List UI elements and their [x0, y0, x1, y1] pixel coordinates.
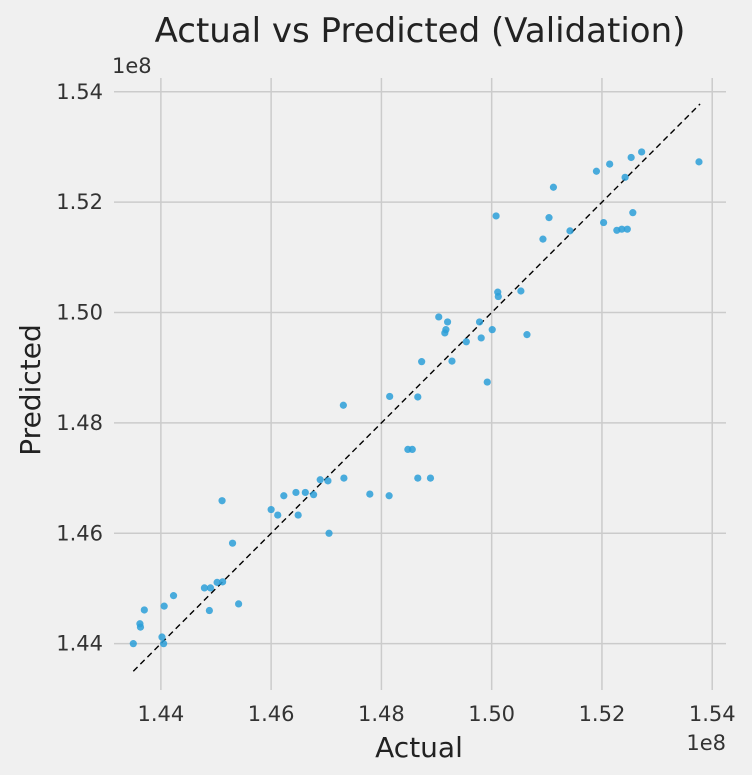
- data-point: [623, 225, 631, 233]
- y-tick-label: 1.54: [56, 80, 103, 104]
- data-point: [426, 474, 435, 482]
- data-point: [169, 592, 178, 600]
- reference-line: [132, 103, 701, 672]
- y-tick-label: 1.50: [56, 301, 103, 325]
- reference-line-group: [132, 103, 701, 672]
- data-point: [228, 539, 237, 547]
- data-point: [366, 490, 374, 498]
- y-tick-label: 1.44: [56, 632, 103, 656]
- data-point: [600, 218, 608, 227]
- x-tick-label: 1.48: [358, 702, 405, 726]
- x-tick-label: 1.52: [579, 702, 626, 726]
- data-point: [477, 334, 485, 342]
- data-point: [136, 623, 145, 631]
- data-point: [129, 640, 137, 648]
- data-point: [523, 331, 531, 339]
- x-axis-label: Actual: [375, 731, 463, 764]
- data-point: [218, 497, 226, 505]
- data-point: [618, 225, 626, 233]
- y-exponent-label: 1e8: [112, 54, 152, 78]
- data-point: [213, 578, 221, 586]
- data-point: [627, 153, 635, 162]
- x-tick-labels: 1.44 1.46 1.48 1.50 1.52 1.54: [137, 702, 735, 726]
- data-point: [494, 292, 502, 301]
- data-points: [129, 148, 703, 648]
- data-point: [606, 160, 614, 168]
- data-point: [160, 640, 168, 648]
- data-point: [549, 183, 558, 191]
- x-exponent-label: 1e8: [686, 731, 726, 755]
- data-point: [206, 584, 215, 592]
- data-point: [695, 158, 703, 166]
- data-point: [448, 357, 456, 365]
- data-point: [158, 633, 166, 641]
- data-point: [316, 476, 324, 484]
- data-point: [566, 227, 574, 235]
- chart-title: Actual vs Predicted (Validation): [155, 11, 686, 51]
- data-point: [301, 488, 309, 497]
- data-point: [309, 491, 318, 499]
- data-point: [205, 606, 213, 615]
- data-point: [414, 474, 422, 482]
- y-tick-label: 1.48: [56, 411, 103, 435]
- data-point: [418, 358, 426, 366]
- data-point: [488, 326, 496, 334]
- data-point: [592, 167, 601, 175]
- x-tick-label: 1.50: [468, 702, 515, 726]
- y-axis-label: Predicted: [14, 324, 47, 455]
- data-point: [408, 445, 416, 453]
- data-point: [267, 505, 275, 514]
- data-point: [325, 529, 333, 537]
- y-tick-label: 1.52: [56, 190, 103, 214]
- data-point: [539, 235, 547, 243]
- data-point: [219, 578, 227, 586]
- x-tick-label: 1.46: [248, 702, 295, 726]
- data-point: [517, 287, 525, 295]
- x-tick-label: 1.54: [689, 702, 736, 726]
- data-point: [462, 338, 470, 346]
- data-point: [339, 401, 347, 409]
- data-point: [492, 212, 500, 220]
- data-point: [483, 378, 491, 386]
- data-point: [200, 584, 209, 592]
- data-point: [386, 392, 394, 401]
- data-point: [280, 492, 288, 500]
- data-point: [475, 318, 484, 326]
- data-point: [294, 511, 302, 519]
- data-point: [414, 393, 422, 401]
- data-point: [629, 209, 637, 217]
- grid: [114, 78, 726, 690]
- data-point: [442, 326, 450, 334]
- y-tick-labels: 1.44 1.46 1.48 1.50 1.52 1.54: [56, 80, 103, 656]
- data-point: [140, 606, 148, 614]
- data-point: [443, 318, 452, 326]
- data-point: [324, 477, 332, 485]
- data-point: [638, 148, 646, 156]
- data-point: [545, 214, 553, 222]
- data-point: [160, 602, 168, 610]
- data-point: [621, 173, 629, 181]
- y-tick-label: 1.46: [56, 521, 103, 545]
- data-point: [274, 511, 282, 519]
- x-tick-label: 1.44: [137, 702, 184, 726]
- data-point: [340, 474, 348, 482]
- data-point: [235, 600, 243, 608]
- data-point: [435, 313, 443, 321]
- data-point: [292, 488, 300, 497]
- data-point: [385, 492, 393, 500]
